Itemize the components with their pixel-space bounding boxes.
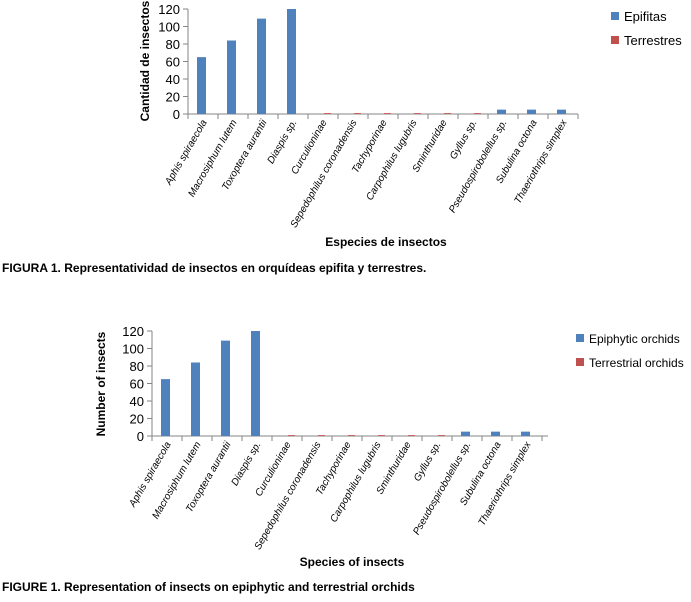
chart1-y-tick-label: 20 (166, 90, 180, 105)
chart2-y-tick-label: 100 (122, 342, 144, 357)
chart1-category-label: Gyllus sp. (448, 118, 479, 162)
chart1-y-axis-title: Cantidad de insectos (138, 0, 152, 121)
chart1-y-tick-label: 40 (166, 72, 180, 87)
chart1-bar-terrestres (444, 113, 451, 114)
chart1-y-tick-label: 60 (166, 55, 180, 70)
chart2-y-tick-label: 60 (130, 377, 144, 392)
chart2-category-label: Thaeriothrips simplex (477, 439, 535, 528)
chart2-legend-swatch (576, 334, 584, 342)
chart1-x-axis-title: Especies de insectos (325, 235, 447, 249)
chart2-y-tick-label: 120 (122, 324, 144, 339)
chart2-y-tick-label: 20 (130, 412, 144, 427)
chart1-y-tick-label: 100 (158, 20, 180, 35)
chart1-bar-terrestres (474, 113, 481, 114)
chart2-category-label: Pseudospirobolellus sp. (411, 440, 473, 537)
chart1-legend-label: Terrestres (624, 33, 682, 48)
chart2-y-tick-label: 0 (137, 429, 144, 444)
chart1-bar-terrestres (414, 113, 421, 114)
chart2-x-axis-title: Species of insects (300, 555, 405, 569)
figure-caption-en: FIGURE 1. Representation of insects on e… (2, 580, 415, 594)
chart2-category-label: Diaspis sp. (230, 440, 264, 488)
chart1-y-tick-label: 120 (158, 2, 180, 17)
chart2-bar-epiphytic (221, 340, 230, 436)
chart2-bar-epiphytic (161, 379, 170, 436)
chart1-bar-epifitas (287, 9, 296, 114)
chart2-bar-terrestrial (288, 435, 295, 436)
chart1-bar-epifitas (227, 40, 236, 114)
chart1-category-label: Pseudospirobolellus sp. (447, 118, 509, 215)
chart2-bar-epiphytic (461, 431, 470, 436)
chart1-bar-epifitas (497, 109, 506, 114)
chart2-bar-epiphytic (491, 431, 500, 436)
chart1-bar-epifitas (197, 57, 206, 114)
chart2-bar-terrestrial (408, 435, 415, 436)
chart2-y-tick-label: 80 (130, 359, 144, 374)
chart2-legend-swatch (576, 358, 584, 366)
chart2-bar-epiphytic (191, 362, 200, 436)
chart1-bar-terrestres (354, 113, 361, 114)
chart1-legend-label: Epifitas (624, 9, 667, 24)
chart2-y-axis-title: Number of insects (94, 331, 108, 436)
chart2-bar-terrestrial (438, 435, 445, 436)
chart1-bar-terrestres (324, 113, 331, 114)
chart1-category-label: Thaeriothrips simplex (513, 117, 571, 206)
chart1-bar-epifitas (557, 109, 566, 114)
chart2-legend-label: Terrestrial orchids (589, 356, 684, 370)
chart1-y-tick-label: 0 (173, 107, 180, 122)
chart2-bar-epiphytic (251, 331, 260, 436)
chart1-legend-swatch (611, 12, 619, 20)
chart1-bar-epifitas (257, 18, 266, 114)
chart1-bar-epifitas (527, 109, 536, 114)
chart1-y-tick-label: 80 (166, 37, 180, 52)
chart2-bar-terrestrial (378, 435, 385, 436)
chart2-category-label: Gyllus sp. (412, 440, 443, 484)
chart1-category-label: Diaspis sp. (266, 118, 300, 166)
chart1-legend-swatch (611, 36, 619, 44)
figure-caption-es: FIGURA 1. Representatividad de insectos … (2, 261, 427, 275)
chart2-legend-label: Epiphytic orchids (589, 332, 680, 346)
chart1-bar-terrestres (384, 113, 391, 114)
chart2-bar-terrestrial (348, 435, 355, 436)
chart2-bar-terrestrial (318, 435, 325, 436)
chart2-bar-epiphytic (521, 431, 530, 436)
chart2-y-tick-label: 40 (130, 394, 144, 409)
